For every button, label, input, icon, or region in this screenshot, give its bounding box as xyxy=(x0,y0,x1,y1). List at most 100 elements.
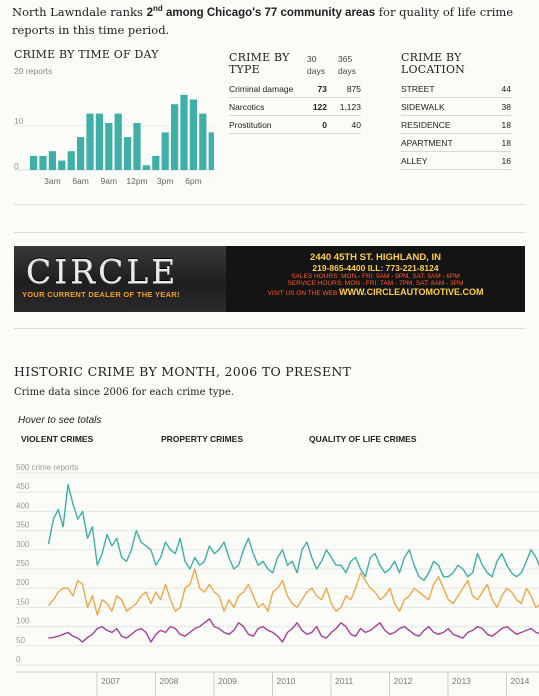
location-title: CRIME BY LOCATION xyxy=(401,51,466,76)
tod-bar[interactable] xyxy=(180,94,188,170)
tod-bar[interactable] xyxy=(161,132,169,170)
tod-bar[interactable] xyxy=(189,99,197,171)
intro-rank-suffix: nd xyxy=(152,4,163,13)
type-name: Prostitution xyxy=(229,115,307,134)
tab-violent-crimes[interactable]: VIOLENT CRIMES xyxy=(21,434,94,444)
type-col-30: 30 days xyxy=(307,54,325,76)
type-col-365: 365 days xyxy=(338,54,356,76)
hist-y-tick: 200 xyxy=(16,578,30,587)
tod-bar[interactable] xyxy=(152,155,160,170)
location-count: 18 xyxy=(493,115,511,134)
intro-mid: among Chicago's 77 community areas xyxy=(162,6,376,19)
type-365-days: 875 xyxy=(327,80,361,98)
hist-series-line-0[interactable] xyxy=(47,483,539,589)
tod-bar[interactable] xyxy=(58,160,66,170)
location-name: ALLEY xyxy=(401,151,494,170)
ad-info-panel: 2440 45TH ST. HIGHLAND, IN 219-865-4400 … xyxy=(226,246,525,312)
divider-2 xyxy=(14,232,525,233)
hist-y-tick: 450 xyxy=(16,482,30,491)
tod-x-label: 12pm xyxy=(126,176,147,186)
tod-bar[interactable] xyxy=(142,165,150,170)
tod-bar[interactable] xyxy=(124,137,132,170)
type-row: Narcotics 122 1,123 xyxy=(229,97,361,116)
intro-rank: 2 xyxy=(146,6,153,19)
location-row: RESIDENCE 18 xyxy=(401,115,511,134)
type-365-days: 1,123 xyxy=(327,97,361,116)
divider-3 xyxy=(14,328,525,329)
hist-y-tick: 500 crime reports xyxy=(16,463,78,472)
intro-pre: North Lawndale ranks xyxy=(12,4,147,19)
tod-bar[interactable] xyxy=(199,113,207,170)
historic-title: HISTORIC CRIME BY MONTH, 2006 TO PRESENT xyxy=(14,364,352,379)
tod-bar[interactable] xyxy=(95,113,103,170)
tod-y-tick: 10 xyxy=(14,116,24,126)
hist-y-tick: 250 xyxy=(16,559,30,568)
location-count: 18 xyxy=(493,133,511,152)
tod-x-label: 6am xyxy=(72,176,89,186)
type-30-days: 122 xyxy=(307,97,327,116)
hist-x-label: 2008 xyxy=(160,676,179,686)
tod-bar[interactable] xyxy=(30,155,38,170)
location-row: APARTMENT 18 xyxy=(401,133,511,152)
ad-logo: CIRCLE xyxy=(26,252,179,291)
tod-bar[interactable] xyxy=(208,132,214,170)
type-row: Criminal damage 73 875 xyxy=(229,80,361,98)
tab-quality-of-life-crimes[interactable]: QUALITY OF LIFE CRIMES xyxy=(309,434,417,444)
hist-y-tick: 300 xyxy=(16,540,30,549)
location-row: STREET 44 xyxy=(401,80,511,98)
hist-y-tick: 400 xyxy=(16,501,30,510)
hist-series-line-1[interactable] xyxy=(47,568,539,634)
type-title: CRIME BY TYPE xyxy=(229,51,290,76)
ad-address: 2440 45TH ST. HIGHLAND, IN xyxy=(310,252,441,263)
tod-x-label: 9am xyxy=(101,176,118,186)
hist-x-label: 2013 xyxy=(452,676,471,686)
tod-x-label: 3am xyxy=(44,176,61,186)
type-30-days: 0 xyxy=(307,115,327,134)
ad-sales-hours: SALES HOURS: MON.- FRI: 9AM - 9PM, SAT: … xyxy=(291,273,460,280)
tod-bar[interactable] xyxy=(48,151,56,170)
tod-x-label: 9pm xyxy=(213,176,214,186)
location-table: STREET 44 SIDEWALK 38 RESIDENCE 18 APARTMENT 18… xyxy=(401,80,511,170)
historic-crime-chart[interactable]: 500 crime reports 450 400 350 300 250 200 150 10… xyxy=(0,460,539,696)
ad-web-link[interactable]: WWW.CIRCLEAUTOMOTIVE.COM xyxy=(339,287,484,297)
type-name: Criminal damage xyxy=(229,80,307,98)
tod-bar[interactable] xyxy=(114,113,122,170)
tod-bar[interactable] xyxy=(67,151,75,170)
hist-y-tick: 100 xyxy=(16,617,30,626)
dealer-ad-banner[interactable]: CIRCLE YOUR CURRENT DEALER OF THE YEAR! … xyxy=(14,246,525,312)
hist-x-label: 2012 xyxy=(394,676,413,686)
location-count: 38 xyxy=(493,97,511,116)
location-count: 44 xyxy=(493,80,511,98)
ad-logo-panel: CIRCLE YOUR CURRENT DEALER OF THE YEAR! xyxy=(14,246,226,312)
tod-bar[interactable] xyxy=(105,123,113,170)
hist-series-line-2[interactable] xyxy=(48,618,539,643)
hover-hint: Hover to see totals xyxy=(18,415,102,426)
hist-x-label: 2010 xyxy=(277,676,296,686)
tod-bar[interactable] xyxy=(171,104,179,170)
type-365-days: 40 xyxy=(327,115,361,134)
location-count: 16 xyxy=(493,151,511,170)
location-name: APARTMENT xyxy=(401,133,494,152)
location-row: SIDEWALK 38 xyxy=(401,97,511,116)
type-name: Narcotics xyxy=(229,97,307,116)
ad-web: VISIT US ON THE WEB WWW.CIRCLEAUTOMOTIVE… xyxy=(226,287,525,297)
hist-x-label: 2009 xyxy=(218,676,237,686)
location-name: RESIDENCE xyxy=(401,115,494,134)
ad-tagline: YOUR CURRENT DEALER OF THE YEAR! xyxy=(22,290,180,299)
tod-bar[interactable] xyxy=(86,113,94,170)
location-row: ALLEY 16 xyxy=(401,151,511,170)
tod-bar[interactable] xyxy=(133,123,141,170)
ad-phones: 219-865-4400 ILL: 773-221-8124 xyxy=(312,263,439,273)
tab-property-crimes[interactable]: PROPERTY CRIMES xyxy=(161,434,244,444)
intro-post: for quality of life crime reports in thi… xyxy=(12,4,514,37)
time-of-day-max-label: 20 reports xyxy=(14,66,53,76)
tod-x-label: 3pm xyxy=(157,176,174,186)
ad-service-hours: SERVICE HOURS: MON - FRI: 7AM - 7PM, SAT… xyxy=(287,280,464,287)
hist-y-tick: 350 xyxy=(16,521,30,530)
tod-x-label: 6pm xyxy=(185,176,202,186)
tod-bar[interactable] xyxy=(77,137,85,170)
tod-bar[interactable] xyxy=(39,155,47,170)
time-of-day-title: CRIME BY TIME OF DAY xyxy=(14,48,159,61)
location-name: SIDEWALK xyxy=(401,97,494,116)
time-of-day-chart: 1003am6am9am12pm3pm6pm9pm12am xyxy=(14,94,214,186)
